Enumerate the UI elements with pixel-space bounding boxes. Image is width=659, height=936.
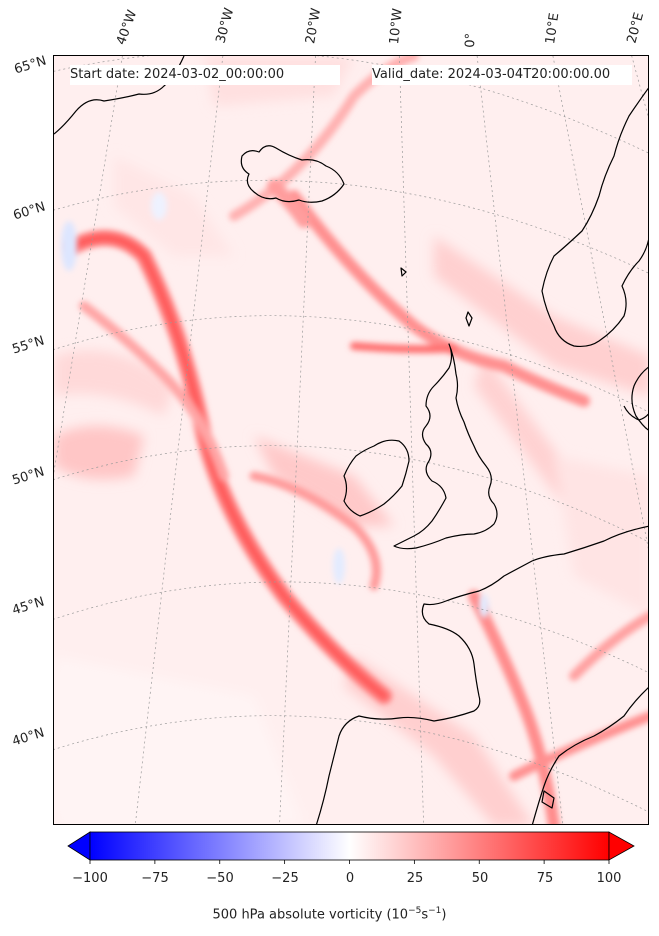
colorbar-tick-label: −100: [72, 871, 108, 886]
lon-label-30w: 30°W: [213, 6, 238, 45]
negative-vorticity-patches: [61, 192, 489, 618]
colorbar-label: 500 hPa absolute vorticity (10−5s−1): [0, 906, 659, 922]
lon-label-20w: 20°W: [303, 7, 325, 46]
colorbar-tick-label: −75: [141, 871, 169, 886]
valid-date-label: Valid_date: 2024-03-04T20:00:00.00: [372, 65, 632, 85]
colorbar-tick-label: −50: [206, 871, 234, 886]
denmark-coast: [631, 366, 648, 431]
colorbar-gradient: [89, 831, 610, 861]
colorbar-label-prefix: 500 hPa absolute vorticity (10: [212, 907, 409, 923]
colorbar-max-arrow: [608, 831, 635, 861]
lat-label-55n: 55°N: [10, 333, 47, 358]
lon-label-0: 0°: [463, 32, 479, 48]
iceland-coast: [240, 145, 345, 203]
lon-label-10e: 10°E: [543, 11, 563, 45]
ireland-coast: [343, 439, 410, 517]
start-date-label: Start date: 2024-03-02_00:00:00: [70, 65, 340, 85]
faroes-coast: [400, 267, 407, 277]
scandinavia-coast: [541, 87, 648, 348]
lon-label-40w: 40°W: [113, 8, 141, 47]
balearic-coast: [541, 790, 555, 809]
lat-label-65n: 65°N: [12, 53, 49, 78]
lat-label-45n: 45°N: [10, 594, 47, 619]
mediterranean-coast: [531, 687, 648, 824]
colorbar-tick-label: 75: [536, 871, 554, 886]
vorticity-streamers: [66, 56, 648, 824]
shetland-coast: [465, 311, 473, 327]
vorticity-map: [54, 56, 648, 824]
colorbar-label-mid: s: [421, 907, 429, 923]
great-britain-coast: [393, 343, 498, 550]
colorbar-min-arrow: [67, 831, 91, 861]
colorbar-tick-label: −25: [271, 871, 299, 886]
zealand-coast: [623, 405, 648, 421]
colorbar-tick-label: 25: [406, 871, 424, 886]
colorbar-tick-label: 50: [471, 871, 489, 886]
lon-label-20e: 20°E: [624, 10, 648, 46]
lat-label-50n: 50°N: [10, 464, 47, 489]
colorbar-label-exp2: −1: [428, 906, 442, 916]
coastlines: [54, 56, 648, 824]
colorbar-label-suffix: ): [441, 907, 447, 923]
map-panel: [53, 55, 649, 825]
colorbar-tick-label: 100: [596, 871, 622, 886]
france-iberia-coast: [315, 525, 648, 824]
colorbar-tick-marks: [89, 860, 610, 864]
lat-label-40n: 40°N: [10, 725, 47, 750]
lon-label-10w: 10°W: [387, 7, 406, 45]
colorbar-label-exp1: −5: [408, 906, 422, 916]
colorbar: [67, 831, 635, 864]
lat-label-60n: 60°N: [11, 199, 48, 224]
graticule: [54, 56, 648, 824]
colorbar-tick-label: 0: [345, 871, 355, 886]
